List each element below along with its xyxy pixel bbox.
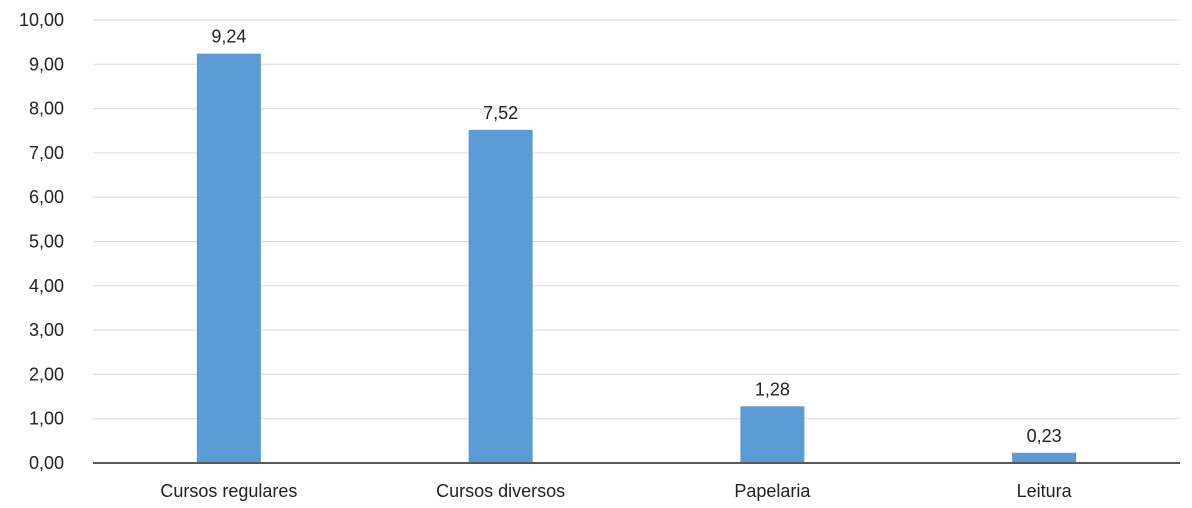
x-category-label: Leitura	[1017, 481, 1073, 501]
x-category-label: Papelaria	[734, 481, 811, 501]
bar	[468, 129, 533, 463]
y-tick-label: 10,00	[19, 10, 64, 30]
bar	[1012, 452, 1077, 463]
grid-layer	[93, 19, 1180, 420]
y-tick-label: 8,00	[29, 99, 64, 119]
data-labels: 9,24 7,52 1,28 0,23	[211, 27, 1061, 446]
y-tick-label: 9,00	[29, 54, 64, 74]
x-axis-categories: Cursos regulares Cursos diversos Papelaria…	[160, 481, 1072, 501]
y-tick-label: 5,00	[29, 232, 64, 252]
y-tick-label: 0,00	[29, 453, 64, 473]
bar-value-label: 9,24	[211, 27, 246, 47]
bar-value-label: 0,23	[1027, 426, 1062, 446]
y-tick-label: 7,00	[29, 143, 64, 163]
y-tick-label: 3,00	[29, 320, 64, 340]
y-axis-ticks: 0,00 1,00 2,00 3,00 4,00 5,00 6,00 7,00 8,00 9,00…	[19, 10, 64, 473]
bar	[740, 406, 805, 463]
bar-value-label: 1,28	[755, 379, 790, 399]
x-category-label: Cursos regulares	[160, 481, 297, 501]
y-tick-label: 2,00	[29, 364, 64, 384]
x-category-label: Cursos diversos	[436, 481, 565, 501]
y-tick-label: 4,00	[29, 276, 64, 296]
bars	[196, 53, 1077, 463]
bar	[196, 53, 261, 463]
y-tick-label: 6,00	[29, 187, 64, 207]
bar-value-label: 7,52	[483, 103, 518, 123]
y-tick-label: 1,00	[29, 409, 64, 429]
